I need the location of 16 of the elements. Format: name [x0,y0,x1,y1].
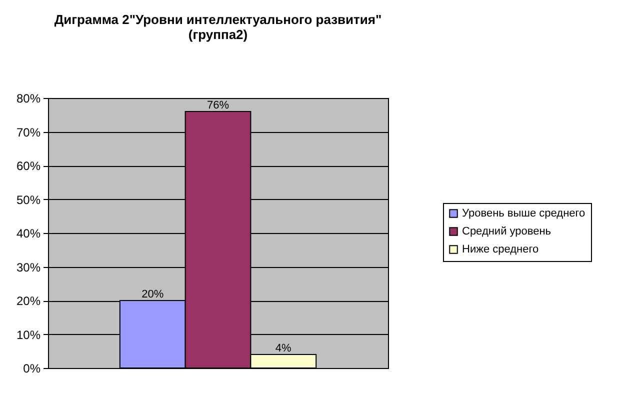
legend-label: Ниже среднего [462,244,539,256]
y-tick-label: 80% [16,92,41,106]
y-tick-label: 30% [16,260,41,274]
y-tick-label: 20% [16,294,41,308]
data-label: 76% [206,100,230,112]
y-tick-label: 70% [16,125,41,140]
y-tick-label: 10% [16,328,41,342]
y-tick-label: 60% [16,159,41,173]
y-tick-label: 50% [16,192,41,207]
legend-label: Средний уровень [462,226,552,238]
y-tick-label: 40% [16,226,41,240]
data-label: 20% [142,288,164,300]
y-tick-label: 0% [23,362,41,376]
chart-title: Диграмма 2"Уровни интеллектуального развития" (группа2) [54,12,382,42]
legend-label: Уровень выше среднего [462,208,586,220]
data-label: 4% [275,342,292,354]
